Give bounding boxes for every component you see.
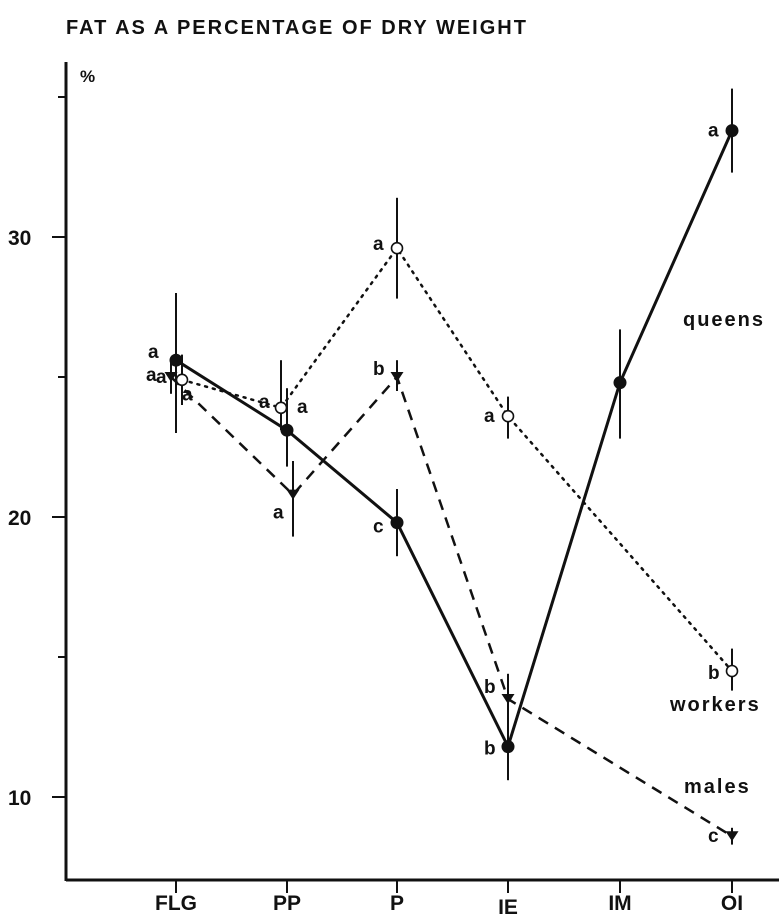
- point-workers-oi: [725, 664, 739, 678]
- letter-queens-flg: a: [148, 342, 159, 363]
- letter-workers-flg: a: [156, 367, 167, 388]
- point-workers-p: [390, 241, 404, 255]
- y-axis-ticks: 10 20 30: [8, 96, 66, 810]
- x-tick-label-flg: FLG: [155, 892, 197, 915]
- extra-letter-workers-pp: a: [297, 397, 308, 418]
- x-tick-label-p: P: [390, 892, 404, 915]
- point-workers-flg: [175, 373, 189, 387]
- letter-workers-p: a: [373, 234, 384, 255]
- point-workers-pp: [274, 401, 288, 415]
- y-tick-label-20: 20: [8, 507, 31, 530]
- point-queens-ie: [501, 740, 515, 754]
- letter-males-flg: a: [146, 365, 157, 386]
- point-males-flg: [164, 372, 178, 382]
- point-queens-pp: [280, 423, 294, 437]
- letter-queens-p: c: [373, 517, 384, 538]
- y-tick-label-30: 30: [8, 227, 31, 250]
- series-lines: [170, 129, 734, 838]
- y-tick-label-10: 10: [8, 787, 31, 810]
- error-bars: [170, 88, 733, 845]
- series-label-males: males: [684, 776, 751, 798]
- series-label-queens: queens: [683, 309, 765, 331]
- letter-workers-oi: b: [708, 663, 720, 684]
- x-tick-label-pp: PP: [273, 892, 301, 915]
- x-axis-ticks: FLG PP P IE IM OI: [155, 880, 743, 918]
- series-line-workers: [180, 246, 734, 673]
- letter-workers-ie: a: [484, 406, 495, 427]
- point-queens-oi: [725, 124, 739, 138]
- series-label-workers: workers: [669, 694, 761, 716]
- data-markers: [164, 124, 739, 842]
- series-line-males: [170, 374, 733, 838]
- letter-males-pp: a: [273, 503, 284, 524]
- letter-queens-ie: b: [484, 739, 496, 760]
- point-queens-p: [390, 516, 404, 530]
- y-axis-unit-label: %: [80, 67, 95, 86]
- letter-workers-pp: a: [259, 392, 270, 413]
- point-queens-im: [613, 376, 627, 390]
- x-tick-label-ie: IE: [498, 896, 518, 918]
- x-tick-label-oi: OI: [721, 892, 743, 915]
- extra-letter-workers-flg: a: [182, 385, 193, 406]
- point-males-ie: [501, 694, 515, 704]
- letter-queens-oi: a: [708, 121, 719, 142]
- point-males-pp: [286, 489, 300, 500]
- point-males-p: [390, 372, 404, 382]
- letter-males-oi: c: [708, 826, 719, 847]
- letter-males-ie: b: [484, 677, 496, 698]
- point-queens-flg: [169, 353, 183, 367]
- chart-title: FAT AS A PERCENTAGE OF DRY WEIGHT: [66, 17, 528, 39]
- series-line-queens: [175, 129, 734, 751]
- point-workers-ie: [501, 409, 515, 423]
- point-males-oi: [725, 831, 739, 842]
- letter-males-p: b: [373, 359, 385, 380]
- x-tick-label-im: IM: [608, 892, 631, 915]
